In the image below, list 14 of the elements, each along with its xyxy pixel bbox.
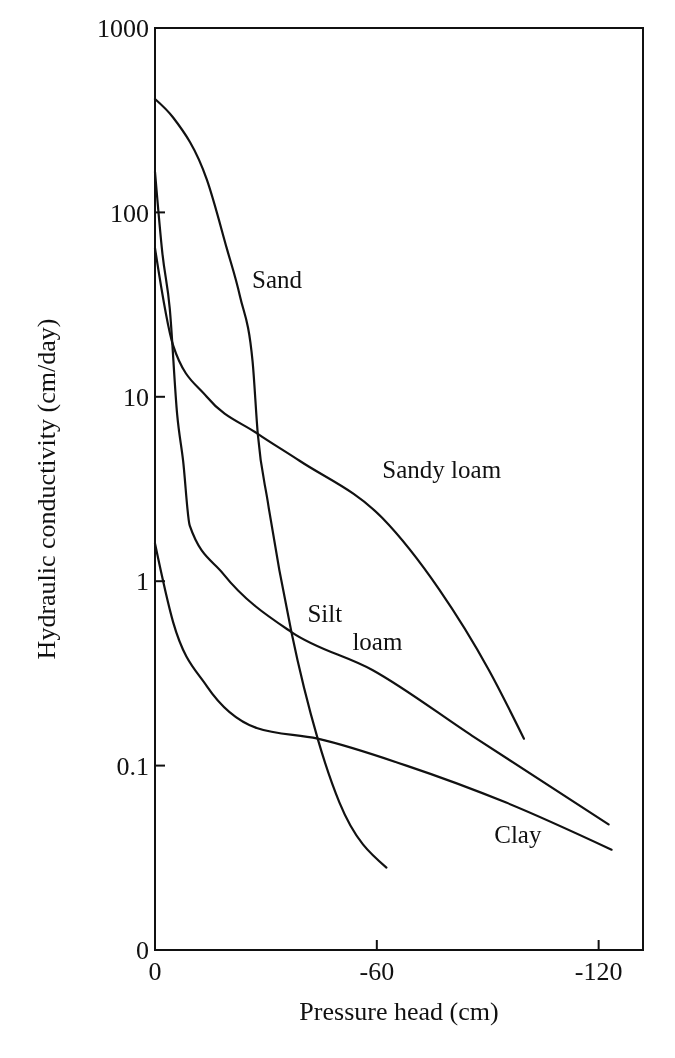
y-tick-label: 10 (123, 382, 149, 412)
y-tick-label: 0 (136, 936, 149, 966)
series-label: Sand (252, 266, 303, 294)
series-label: Sandy loam (382, 456, 502, 484)
x-tick-label: -120 (574, 957, 623, 986)
y-tick-label: 100 (110, 198, 149, 228)
y-tick-label: 0.1 (116, 751, 149, 781)
y-tick-label: 1000 (97, 14, 149, 44)
series-label: Silt loam (307, 600, 403, 656)
x-tick-label: -60 (359, 957, 395, 986)
series-label: Clay (494, 820, 542, 848)
y-tick-label: 1 (136, 567, 149, 597)
y-axis-title: Hydraulic conductivity (cm/day) (32, 318, 61, 660)
x-axis-title: Pressure head (cm) (299, 997, 499, 1026)
